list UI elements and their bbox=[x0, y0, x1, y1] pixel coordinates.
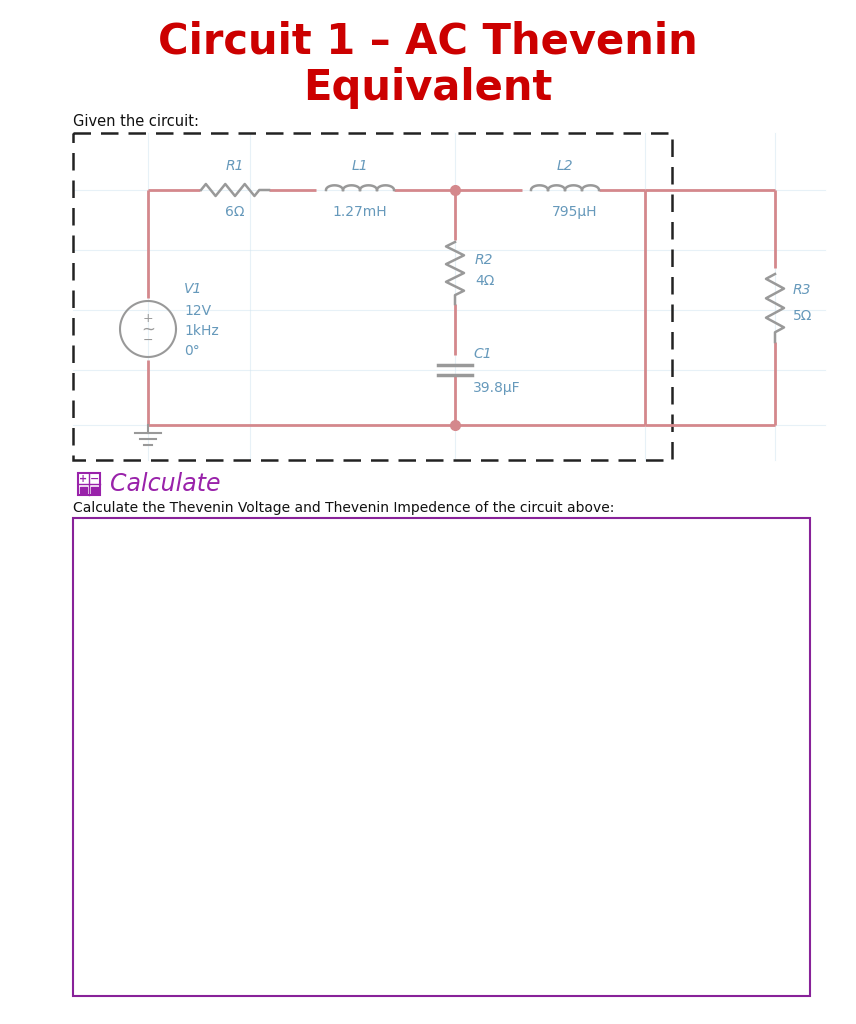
Text: ~: ~ bbox=[141, 321, 155, 339]
Text: V1: V1 bbox=[184, 282, 202, 296]
Text: 12V: 12V bbox=[184, 304, 211, 318]
Text: 5Ω: 5Ω bbox=[793, 309, 812, 323]
Text: −: − bbox=[143, 334, 153, 346]
Text: R1: R1 bbox=[226, 159, 244, 173]
Text: Given the circuit:: Given the circuit: bbox=[73, 115, 199, 129]
Text: 0°: 0° bbox=[184, 344, 199, 358]
Text: 1kHz: 1kHz bbox=[184, 324, 219, 338]
Text: 1.27mH: 1.27mH bbox=[333, 205, 387, 219]
Text: L1: L1 bbox=[352, 159, 368, 173]
Bar bbox=[78, 473, 100, 495]
Text: 795μH: 795μH bbox=[552, 205, 597, 219]
Text: −: − bbox=[91, 473, 99, 483]
Text: Equivalent: Equivalent bbox=[303, 67, 553, 109]
Text: C1: C1 bbox=[473, 347, 491, 361]
Text: +: + bbox=[143, 312, 153, 326]
Text: L2: L2 bbox=[556, 159, 574, 173]
Text: Calculate the Thevenin Voltage and Thevenin Impedence of the circuit above:: Calculate the Thevenin Voltage and Theve… bbox=[73, 501, 615, 515]
Text: 6Ω: 6Ω bbox=[225, 205, 245, 219]
Bar bbox=[73, 518, 810, 996]
Text: 39.8μF: 39.8μF bbox=[473, 381, 520, 395]
Text: 4Ω: 4Ω bbox=[475, 274, 495, 288]
Text: +: + bbox=[79, 473, 87, 483]
Text: Circuit 1 – AC Thevenin: Circuit 1 – AC Thevenin bbox=[158, 22, 698, 63]
Text: Calculate: Calculate bbox=[110, 472, 221, 496]
Text: R3: R3 bbox=[793, 283, 811, 297]
Text: R2: R2 bbox=[475, 253, 494, 267]
